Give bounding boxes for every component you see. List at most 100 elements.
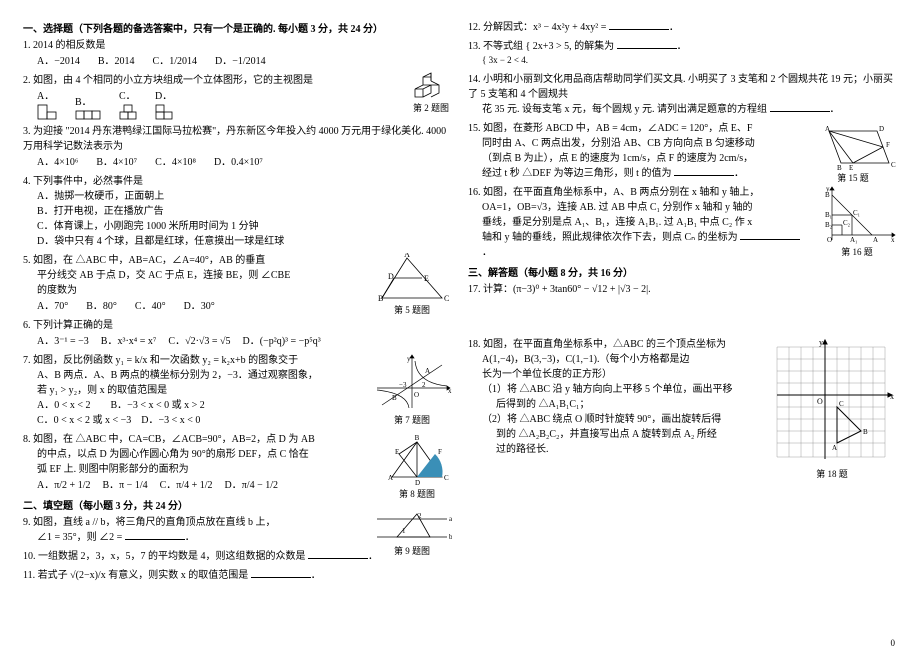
svg-text:A: A bbox=[832, 444, 837, 452]
q15: 15. 如图，在菱形 ABCD 中，AB = 4cm，∠ADC = 120°，点… bbox=[468, 121, 897, 181]
q14: 14. 小明和小丽到文化用品商店帮助同学们买文具. 小明买了 3 支笔和 2 个… bbox=[468, 72, 897, 117]
q12: 12. 分解因式：x³ − 4x²y + 4xy² = ． bbox=[468, 20, 897, 35]
q7-figure: A B O 2 −3 x y 第 7 题图 bbox=[372, 353, 452, 428]
svg-text:B₂: B₂ bbox=[825, 221, 833, 229]
q7-row1: A．0 < x < 2 B．−3 < x < 0 或 x > 2 bbox=[37, 398, 362, 413]
q2-opt-b-icon bbox=[75, 110, 101, 120]
page-number: 0 bbox=[891, 638, 896, 648]
q4-c: C．体育课上，小刚跑完 1000 米所用时间为 1 分钟 bbox=[37, 219, 452, 234]
q5-text: 5. 如图，在 △ABC 中，AB=AC，∠A=40°，AB 的垂直 bbox=[23, 253, 362, 268]
q18-p1-2: 后得到的 △A₁B₁C₁； bbox=[496, 397, 757, 412]
q2: 2. 如图，由 4 个相同的小立方块组成一个立体图形，它的主视图是 A． B． … bbox=[23, 73, 452, 120]
q8-b: B．π − 1/4 bbox=[102, 478, 147, 493]
section1-title: 一、选择题（下列各题的备选答案中，只有一个是正确的. 每小题 3 分，共 24 … bbox=[23, 20, 452, 35]
q16-blank bbox=[740, 230, 800, 240]
svg-text:x: x bbox=[890, 392, 894, 401]
svg-text:A: A bbox=[404, 253, 410, 259]
q17: 17. 计算：(π−3)⁰ + 3tan60° − √12 + |√3 − 2|… bbox=[468, 282, 897, 297]
q8-options: A．π/2 + 1/2 B．π − 1/4 C．π/4 + 1/2 D．π/4 … bbox=[37, 478, 362, 493]
q13-line2: { 3x − 2 < 4. bbox=[482, 54, 897, 68]
svg-text:D: D bbox=[415, 479, 420, 487]
svg-text:E: E bbox=[395, 448, 399, 456]
svg-text:1: 1 bbox=[402, 527, 406, 535]
q10-text: 10. 一组数据 2，3，x，5，7 的平均数是 4，则这组数据的众数是 bbox=[23, 551, 306, 562]
svg-text:b: b bbox=[449, 533, 452, 541]
q8-a: A．π/2 + 1/2 bbox=[37, 478, 90, 493]
svg-text:C₁: C₁ bbox=[853, 209, 860, 217]
q2-opt-d-icon bbox=[155, 104, 173, 120]
q6-options: A．3⁻¹ = −3 B．x³·x⁴ = x⁷ C．√2·√3 = √5 D．(… bbox=[37, 334, 452, 349]
q10-blank bbox=[308, 549, 368, 559]
svg-text:D: D bbox=[388, 272, 394, 281]
q4-a: A．抛掷一枚硬币，正面朝上 bbox=[37, 189, 452, 204]
q15-figure: A D B C E F 第 15 题 bbox=[809, 123, 897, 186]
q9-blank bbox=[125, 530, 185, 540]
q18-text: 18. 如图，在平面直角坐标系中，△ABC 的三个顶点坐标为 bbox=[468, 337, 757, 352]
q5-figure: A B C D E 第 5 题图 bbox=[372, 253, 452, 318]
q18-p1-1: （1）将 △ABC 沿 y 轴方向向上平移 5 个单位，画出平移 bbox=[482, 382, 757, 397]
svg-text:B: B bbox=[837, 164, 842, 171]
q5-fig-label: 第 5 题图 bbox=[372, 304, 452, 318]
q11-text: 11. 若式子 √(2−x)/x 有意义，则实数 x 的取值范围是 bbox=[23, 570, 248, 581]
q13: 13. 不等式组 { 2x+3 > 5, 的解集为 ． { 3x − 2 < 4… bbox=[468, 39, 897, 68]
right-column: 12. 分解因式：x³ − 4x²y + 4xy² = ． 13. 不等式组 {… bbox=[460, 20, 905, 640]
svg-text:y: y bbox=[826, 185, 830, 193]
q8: 8. 如图，在 △ABC 中，CA=CB，∠ACB=90°，AB=2，点 D 为… bbox=[23, 432, 452, 493]
q1-c: C．1/2014 bbox=[153, 54, 197, 69]
q14-text: 14. 小明和小丽到文化用品商店帮助同学们买文具. 小明买了 3 支笔和 2 个… bbox=[468, 72, 897, 102]
q12-text: 12. 分解因式：x³ − 4x²y + 4xy² = bbox=[468, 22, 606, 33]
svg-text:F: F bbox=[886, 141, 890, 149]
q3-d: D．0.4×10⁷ bbox=[214, 155, 263, 170]
q13-text: 13. 不等式组 { 2x+3 > 5, 的解集为 bbox=[468, 41, 614, 52]
q16-line3: 垂线，垂足分别是点 A₁、B₁，连接 A₁B₁. 过 A₁B₁ 中点 C₂ 作 … bbox=[482, 215, 802, 230]
svg-text:A: A bbox=[425, 367, 430, 375]
svg-text:C: C bbox=[839, 400, 844, 408]
q7-fig-label: 第 7 题图 bbox=[372, 414, 452, 428]
svg-text:A: A bbox=[825, 125, 830, 133]
svg-text:2: 2 bbox=[422, 381, 426, 389]
q1-b: B．2014 bbox=[98, 54, 135, 69]
q8-line2: 的中点，以点 D 为圆心作圆心角为 90°的扇形 DEF，点 C 恰在 bbox=[37, 447, 362, 462]
svg-text:a: a bbox=[449, 515, 452, 523]
svg-text:D: D bbox=[879, 125, 884, 133]
q3-c: C．4×10⁸ bbox=[155, 155, 196, 170]
q3: 3. 为迎接 "2014 丹东港鸭绿江国际马拉松赛"，丹东新区今年投入约 400… bbox=[23, 124, 452, 170]
q4: 4. 下列事件中，必然事件是 A．抛掷一枚硬币，正面朝上 B．打开电视，正在播放… bbox=[23, 174, 452, 249]
q3-a: A．4×10⁶ bbox=[37, 155, 78, 170]
q5-a: A．70° bbox=[37, 299, 68, 314]
section3-title: 三、解答题（每小题 8 分，共 16 分） bbox=[468, 264, 897, 279]
q15-text: 15. 如图，在菱形 ABCD 中，AB = 4cm，∠ADC = 120°，点… bbox=[468, 121, 802, 136]
q2-a: A． bbox=[37, 89, 57, 120]
q7-c: C．0 < x < 2 或 x < −3 bbox=[37, 415, 131, 426]
q1-d: D．−1/2014 bbox=[215, 54, 266, 69]
svg-text:x: x bbox=[891, 236, 895, 244]
q10: 10. 一组数据 2，3，x，5，7 的平均数是 4，则这组数据的众数是 ． bbox=[23, 549, 452, 564]
q12-blank bbox=[609, 20, 669, 30]
q2-c: C． bbox=[119, 89, 137, 120]
svg-text:A: A bbox=[388, 474, 393, 482]
q4-b: B．打开电视，正在播放广告 bbox=[37, 204, 452, 219]
q16-fig-label: 第 16 题 bbox=[817, 246, 897, 260]
q16-text: 16. 如图，在平面直角坐标系中，A、B 两点分别在 x 轴和 y 轴上， bbox=[468, 185, 802, 200]
q4-d: D．袋中只有 4 个球，且都是红球，任意摸出一球是红球 bbox=[37, 234, 452, 249]
q4-text: 4. 下列事件中，必然事件是 bbox=[23, 174, 452, 189]
q6-d: D．(−p²q)³ = −p⁵q³ bbox=[243, 334, 321, 349]
q14-blank bbox=[770, 102, 830, 112]
svg-text:C₂: C₂ bbox=[843, 219, 851, 227]
q3-text: 3. 为迎接 "2014 丹东港鸭绿江国际马拉松赛"，丹东新区今年投入约 400… bbox=[23, 124, 452, 154]
q16-line2: OA=1，OB=√3，连接 AB. 过 AB 中点 C₁ 分别作 x 轴和 y … bbox=[482, 200, 802, 215]
q18-fig-label: 第 18 题 bbox=[767, 468, 897, 482]
svg-text:E: E bbox=[424, 274, 429, 283]
svg-text:B₁: B₁ bbox=[825, 211, 832, 219]
svg-text:E: E bbox=[849, 164, 853, 171]
q6-text: 6. 下列计算正确的是 bbox=[23, 318, 452, 333]
q2-opt-a-icon bbox=[37, 104, 57, 120]
q6: 6. 下列计算正确的是 A．3⁻¹ = −3 B．x³·x⁴ = x⁷ C．√2… bbox=[23, 318, 452, 349]
q16: 16. 如图，在平面直角坐标系中，A、B 两点分别在 x 轴和 y 轴上， OA… bbox=[468, 185, 897, 260]
q3-options: A．4×10⁶ B．4×10⁷ C．4×10⁸ D．0.4×10⁷ bbox=[37, 155, 452, 170]
q8-c: C．π/4 + 1/2 bbox=[160, 478, 213, 493]
q7-b: B．−3 < x < 0 或 x > 2 bbox=[111, 400, 205, 411]
q15-line3: （到点 B 为止），点 E 的速度为 1cm/s，点 F 的速度为 2cm/s， bbox=[482, 151, 802, 166]
q5-options: A．70° B．80° C．40° D．30° bbox=[37, 299, 362, 314]
svg-text:C: C bbox=[444, 294, 449, 303]
